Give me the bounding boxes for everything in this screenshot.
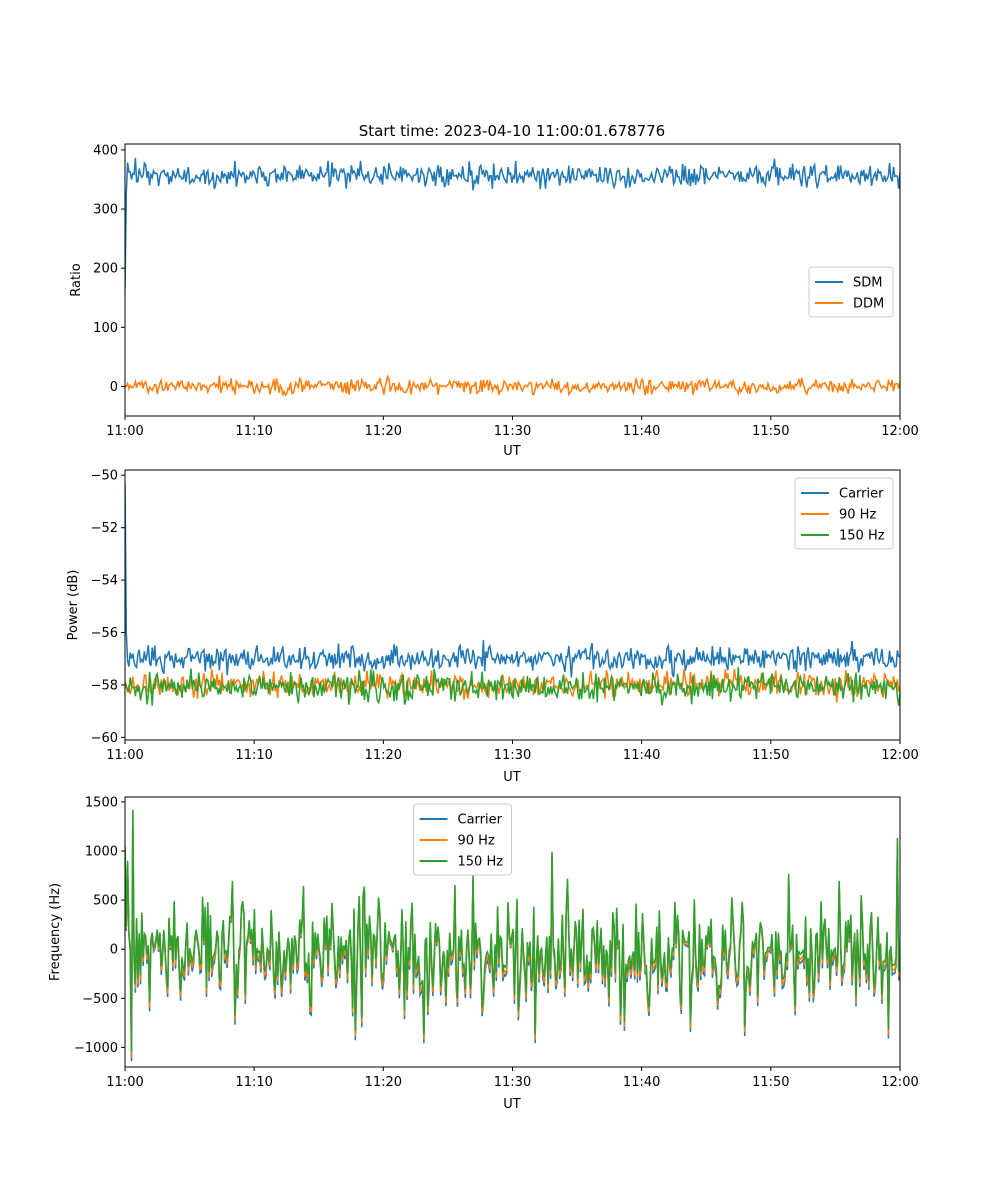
y-tick-label: −1000	[74, 1041, 118, 1056]
figure-title: Start time: 2023-04-10 11:00:01.678776	[359, 122, 665, 140]
ratio-x-ticks: 11:00 11:10 11:20 11:30 11:40 11:50 12:00	[106, 416, 919, 439]
frequency-y-label: Frequency (Hz)	[48, 883, 63, 981]
x-tick-label: 11:20	[365, 1075, 402, 1090]
legend-entry: 90 Hz	[458, 834, 495, 849]
power-x-label: UT	[503, 770, 521, 785]
x-tick-label: 11:40	[623, 748, 660, 763]
y-tick-label: 400	[93, 143, 118, 158]
frequency-x-ticks: 11:00 11:10 11:20 11:30 11:40 11:50 12:00	[106, 1067, 919, 1090]
x-tick-label: 11:30	[494, 748, 531, 763]
x-tick-label: 11:10	[235, 1075, 272, 1090]
power-legend: Carrier 90 Hz 150 Hz	[794, 477, 894, 550]
legend-entry: 150 Hz	[839, 529, 885, 544]
x-tick-label: 11:50	[752, 424, 789, 439]
y-tick-label: −54	[91, 574, 118, 589]
series-line-sdm	[125, 157, 900, 289]
series-line-150-hz	[125, 667, 900, 706]
x-tick-label: 11:30	[494, 424, 531, 439]
frequency-y-ticks: −1000 −500 0 500 1000 1500	[74, 795, 125, 1056]
ratio-plot-area	[125, 157, 900, 397]
y-tick-label: 0	[110, 943, 118, 958]
series-line-ddm	[125, 374, 900, 397]
y-tick-label: 100	[93, 321, 118, 336]
frequency-plot-area	[125, 809, 900, 1062]
legend-entry: 150 Hz	[458, 855, 504, 870]
y-tick-label: 1500	[85, 795, 118, 810]
ratio-legend: SDM DDM	[808, 266, 894, 318]
legend-box	[413, 803, 512, 876]
ratio-x-label: UT	[503, 444, 521, 459]
x-tick-label: 11:20	[365, 424, 402, 439]
y-tick-label: 200	[93, 262, 118, 277]
y-tick-label: −50	[91, 469, 118, 484]
y-tick-label: −58	[91, 678, 118, 693]
panel-power: 11:00 11:10 11:20 11:30 11:40 11:50 12:00 −60−…	[66, 469, 919, 785]
x-tick-label: 11:00	[106, 748, 143, 763]
x-tick-label: 12:00	[881, 748, 918, 763]
power-plot-area	[125, 483, 900, 706]
ratio-axes-frame	[124, 143, 901, 417]
y-tick-label: −500	[82, 992, 118, 1007]
legend-entry: DDM	[853, 297, 884, 312]
x-tick-label: 11:00	[106, 1075, 143, 1090]
y-tick-label: −56	[91, 626, 118, 641]
series-line-150-hz	[125, 809, 900, 1053]
y-tick-label: 1000	[85, 845, 118, 860]
power-x-ticks: 11:00 11:10 11:20 11:30 11:40 11:50 12:00	[106, 740, 919, 763]
legend-entry: Carrier	[839, 487, 884, 502]
legend-entry: Carrier	[458, 813, 503, 828]
legend-box	[794, 477, 894, 550]
power-y-ticks: −60 −58 −56 −54 −52 −50	[91, 469, 125, 746]
legend-entry: SDM	[853, 276, 882, 291]
panel-ratio: 11:00 11:10 11:20 11:30 11:40 11:50 12:00 0 100…	[69, 143, 919, 459]
y-tick-label: 0	[110, 380, 118, 395]
x-tick-label: 11:50	[752, 748, 789, 763]
x-tick-label: 11:40	[623, 1075, 660, 1090]
power-axes-frame	[124, 469, 901, 741]
legend-entry: 90 Hz	[839, 508, 876, 523]
x-tick-label: 11:40	[623, 424, 660, 439]
panel-frequency: 11:00 11:10 11:20 11:30 11:40 11:50 12:00 −100…	[48, 795, 919, 1112]
x-tick-label: 11:10	[235, 748, 272, 763]
x-tick-label: 11:50	[752, 1075, 789, 1090]
frequency-x-label: UT	[503, 1097, 521, 1112]
x-tick-label: 11:20	[365, 748, 402, 763]
x-tick-label: 11:10	[235, 424, 272, 439]
x-tick-label: 12:00	[881, 1075, 918, 1090]
y-tick-label: −52	[91, 521, 118, 536]
y-tick-label: 300	[93, 203, 118, 218]
legend-box	[808, 266, 894, 318]
x-tick-label: 11:00	[106, 424, 143, 439]
ratio-y-label: Ratio	[69, 263, 84, 296]
ratio-y-ticks: 0 100 200 300 400	[93, 143, 125, 395]
frequency-legend: Carrier 90 Hz 150 Hz	[413, 803, 512, 876]
y-tick-label: −60	[91, 731, 118, 746]
x-tick-label: 11:30	[494, 1075, 531, 1090]
power-y-label: Power (dB)	[66, 570, 81, 641]
x-tick-label: 12:00	[881, 424, 918, 439]
series-line-carrier	[125, 483, 900, 678]
y-tick-label: 500	[93, 894, 118, 909]
